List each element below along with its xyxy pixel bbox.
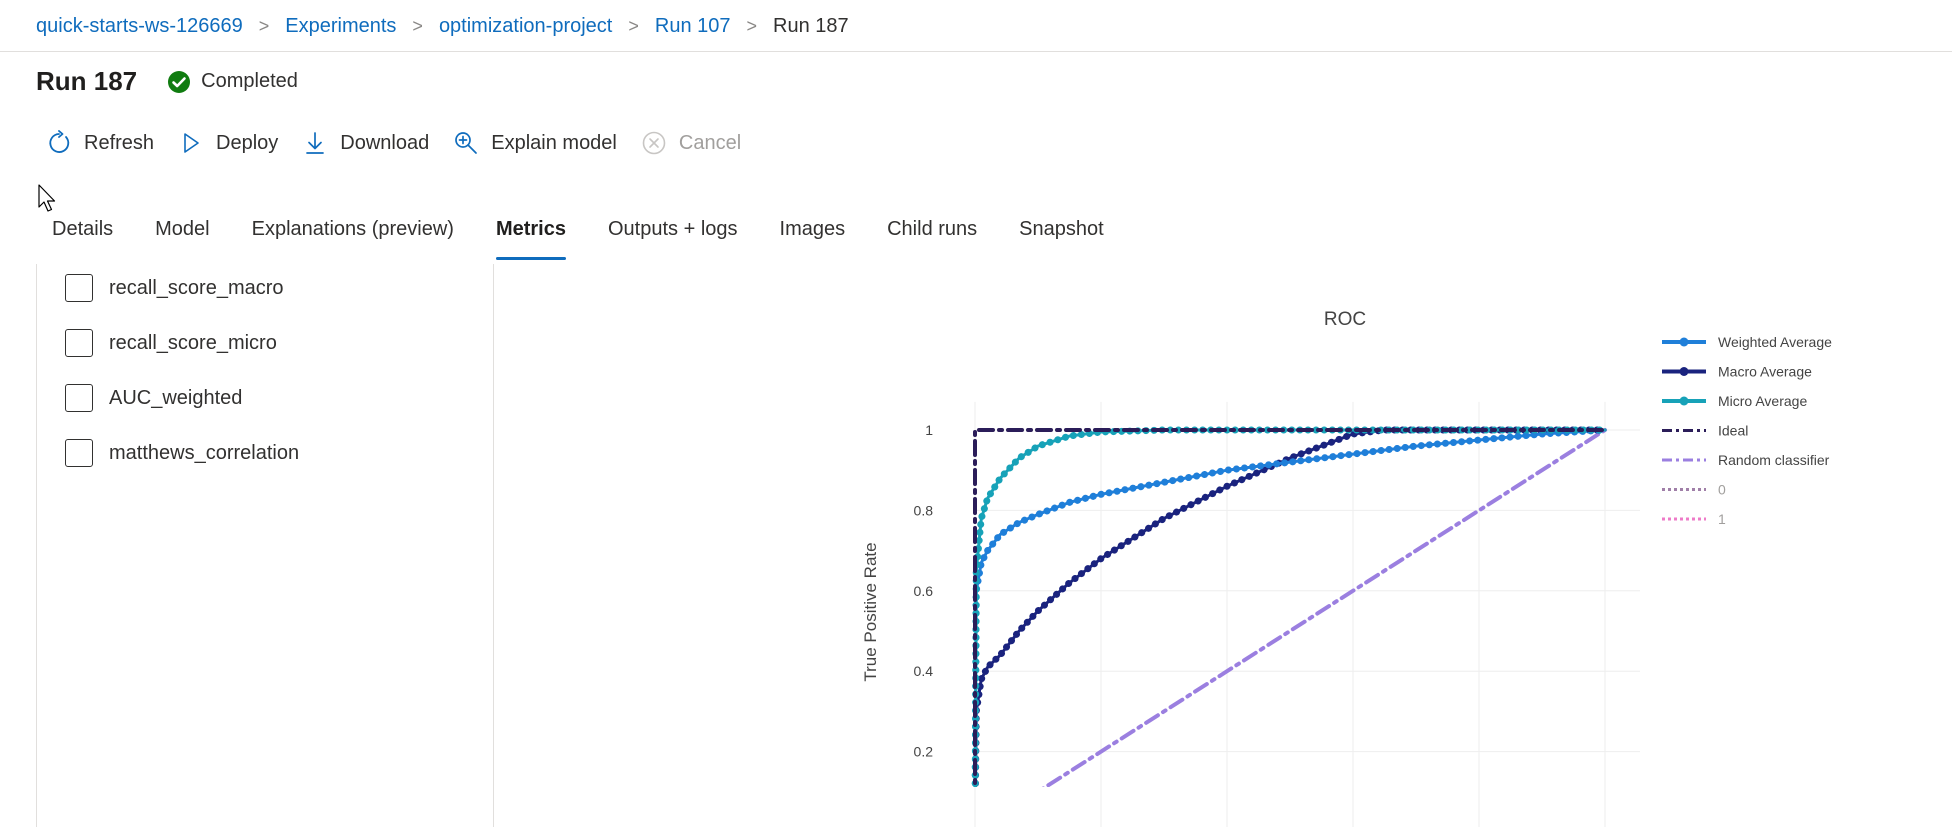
download-button[interactable]: Download (302, 130, 429, 156)
legend-item-ideal[interactable]: Ideal (1662, 423, 1748, 439)
refresh-button[interactable]: Refresh (46, 130, 154, 156)
checkbox[interactable] (65, 274, 93, 302)
toolbar: Refresh Deploy Download Explain model Ca… (46, 130, 765, 156)
metric-label: AUC_weighted (109, 386, 243, 409)
metrics-list-panel: recall_score_macro recall_score_micro AU… (36, 264, 494, 827)
tab-child-runs[interactable]: Child runs (887, 218, 978, 240)
title-row: Run 187 Completed (36, 66, 298, 97)
chart-title: ROC (1324, 309, 1366, 330)
download-icon (306, 132, 325, 154)
metric-label: recall_score_micro (109, 331, 277, 354)
series-line-weighted-average (971, 426, 1609, 787)
play-icon (184, 133, 199, 153)
chart-grid (974, 401, 1640, 827)
y-tick-label: 0.6 (914, 583, 934, 599)
breadcrumb-workspace[interactable]: quick-starts-ws-126669 (36, 14, 243, 37)
tab-images[interactable]: Images (779, 218, 846, 240)
explain-model-label: Explain model (491, 131, 617, 154)
series-line-macro-average (971, 426, 1609, 787)
tab-details[interactable]: Details (52, 218, 114, 240)
cancel-button[interactable]: Cancel (641, 130, 741, 156)
y-tick-label: 1 (925, 422, 933, 438)
refresh-label: Refresh (84, 131, 155, 154)
legend-marker (1679, 337, 1689, 347)
breadcrumb-current-run: Run 187 (773, 14, 849, 37)
deploy-label: Deploy (216, 131, 279, 154)
checkbox[interactable] (65, 329, 93, 357)
legend-item-weighted-average[interactable]: Weighted Average (1662, 334, 1832, 350)
legend-label: Ideal (1718, 423, 1748, 439)
legend-label: Weighted Average (1718, 334, 1832, 350)
status-badge: Completed (167, 70, 298, 94)
mouse-cursor-icon (38, 184, 56, 212)
chart-legend: Weighted Average Macro Average Micro Avera… (1662, 334, 1832, 527)
legend-label: 0 (1718, 482, 1726, 498)
legend-label: Random classifier (1718, 452, 1830, 468)
page-title: Run 187 (36, 66, 138, 96)
legend-item-micro-average[interactable]: Micro Average (1662, 393, 1807, 409)
chevron-right-icon: > (412, 15, 423, 36)
tab-bar: Details Model Explanations (preview) Met… (52, 214, 1146, 264)
tab-metrics[interactable]: Metrics (495, 214, 567, 260)
header-divider (0, 51, 1952, 52)
tab-explanations[interactable]: Explanations (preview) (251, 218, 454, 240)
download-label: Download (340, 131, 430, 154)
cancel-label: Cancel (678, 131, 742, 154)
y-tick-label: 0.2 (914, 744, 934, 760)
series-line-weighted-average-core (973, 428, 1607, 787)
cancel-icon (642, 131, 666, 155)
y-axis-ticks: 0.2 0.4 0.6 0.8 1 (914, 422, 934, 760)
series-line-micro-average-core (973, 428, 1607, 787)
metric-item-recall-micro[interactable]: recall_score_micro (65, 329, 277, 357)
chart-series (971, 426, 1609, 787)
breadcrumb-experiments[interactable]: Experiments (285, 14, 397, 37)
legend-item-random-classifier[interactable]: Random classifier (1662, 452, 1830, 468)
metric-item-recall-macro[interactable]: recall_score_macro (65, 274, 284, 302)
legend-marker (1679, 396, 1689, 406)
legend-item-0[interactable]: 0 (1662, 482, 1726, 498)
refresh-icon (49, 130, 70, 153)
legend-label: Macro Average (1718, 364, 1812, 380)
breadcrumb: quick-starts-ws-126669 > Experiments > o… (36, 12, 849, 40)
legend-item-macro-average[interactable]: Macro Average (1662, 364, 1812, 380)
legend-marker (1679, 367, 1689, 376)
series-line-micro-average (971, 426, 1609, 787)
y-tick-label: 0.8 (914, 502, 934, 518)
checkbox[interactable] (65, 439, 93, 467)
zoom-in-icon (455, 132, 478, 154)
deploy-button[interactable]: Deploy (178, 130, 278, 156)
y-axis-label: True Positive Rate (861, 542, 880, 681)
tab-model[interactable]: Model (155, 218, 210, 240)
chevron-right-icon: > (746, 15, 758, 36)
metric-label: matthews_correlation (109, 441, 300, 464)
tab-outputs-logs[interactable]: Outputs + logs (607, 218, 738, 240)
tab-snapshot[interactable]: Snapshot (1019, 218, 1104, 240)
y-tick-label: 0.4 (914, 663, 934, 679)
status-text: Completed (201, 70, 298, 92)
chevron-right-icon: > (258, 15, 270, 36)
legend-item-1[interactable]: 1 (1662, 511, 1726, 527)
breadcrumb-experiment[interactable]: optimization-project (438, 14, 613, 37)
breadcrumb-parent-run[interactable]: Run 107 (654, 14, 731, 37)
metric-item-matthews-correlation[interactable]: matthews_correlation (65, 439, 299, 467)
chevron-right-icon: > (628, 15, 639, 36)
explain-model-button[interactable]: Explain model (453, 130, 617, 156)
roc-chart: ROC 0.2 0.4 0.6 0.8 1 True Positive Rate Wei… (861, 309, 1832, 827)
metric-label: recall_score_macro (109, 276, 284, 299)
legend-label: Micro Average (1718, 393, 1807, 409)
checkbox[interactable] (65, 384, 93, 412)
legend-label: 1 (1718, 511, 1726, 527)
check-circle-icon (168, 70, 191, 93)
series-line-macro-average-core (973, 428, 1607, 787)
series-line-ideal (973, 428, 1607, 787)
metric-item-auc-weighted[interactable]: AUC_weighted (65, 384, 242, 412)
series-line-random-classifier (1041, 428, 1607, 787)
